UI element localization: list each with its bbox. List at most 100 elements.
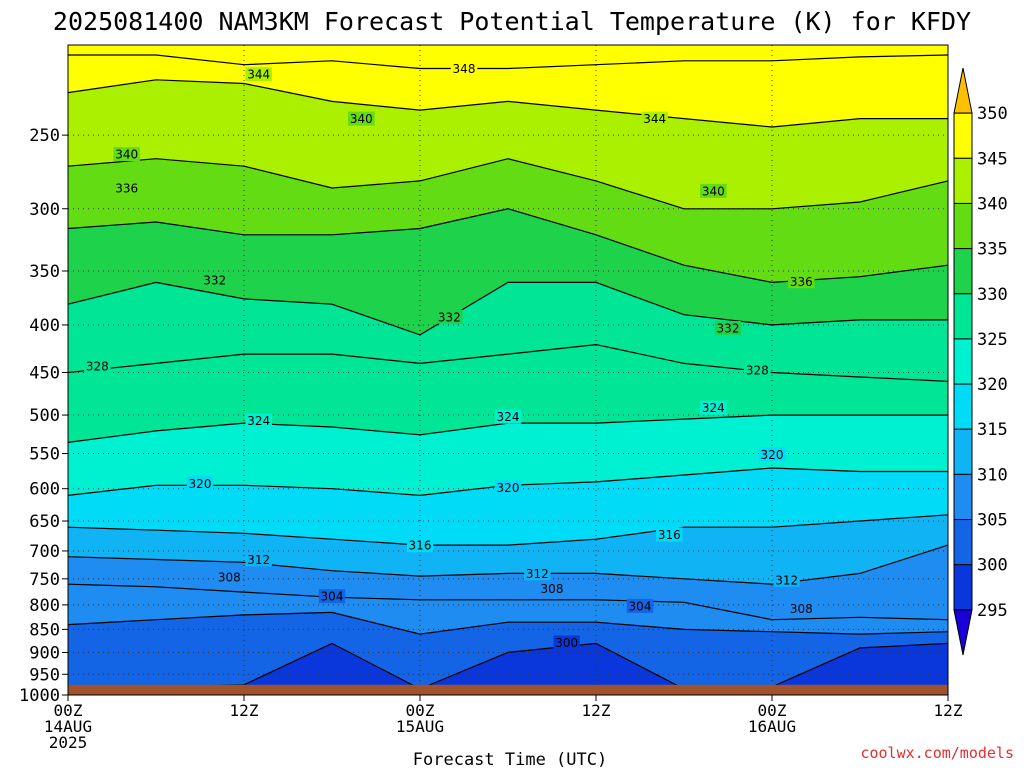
band-300 <box>68 643 948 695</box>
contour-label-text: 316 <box>658 528 681 542</box>
contour-label-bg <box>245 413 272 428</box>
contour-label-bg <box>656 527 683 542</box>
contour-label-10: 332 <box>714 320 742 335</box>
contour-label-text: 344 <box>247 68 270 82</box>
y-tick-label-800: 800 <box>29 596 60 616</box>
colorbar-label-330: 330 <box>977 285 1008 305</box>
colorbar-cap-bottom <box>953 609 973 656</box>
contour-label-5: 336 <box>113 181 140 196</box>
contour-label-17: 320 <box>186 476 214 491</box>
isentrope-308 <box>67 583 949 621</box>
y-tick-label-250: 250 <box>29 126 60 146</box>
contour-label-12: 328 <box>744 362 771 377</box>
colorbar-label-340: 340 <box>977 194 1008 214</box>
contour-label-text: 320 <box>761 448 784 462</box>
contour-label-18: 320 <box>494 480 522 495</box>
contour-label-text: 304 <box>629 599 652 613</box>
colorbar-swatch-3 <box>953 202 973 250</box>
contour-label-bg <box>186 476 214 491</box>
colorbar-swatch-2 <box>953 157 973 204</box>
x-tick-label-h24-1: 15AUG <box>396 717 444 736</box>
contour-label-29: 300 <box>553 635 580 650</box>
contour-label-text: 308 <box>541 582 564 596</box>
contour-label-text: 308 <box>790 602 813 616</box>
credit-text: coolwx.com/models <box>860 744 1014 762</box>
chart-title: 2025081400 NAM3KM Forecast Potential Tem… <box>53 7 971 36</box>
contour-label-bg <box>788 274 815 289</box>
colorbar-label-335: 335 <box>977 240 1008 260</box>
contour-label-text: 336 <box>790 275 813 289</box>
isentrope-304 <box>67 611 949 635</box>
contour-label-27: 304 <box>318 589 346 604</box>
contour-label-text: 348 <box>453 62 476 76</box>
colorbar-swatch-4 <box>953 248 973 295</box>
contour-label-bg <box>406 538 434 553</box>
x-tick-label-h60-0: 12Z <box>934 701 963 720</box>
x-tick-label-h12-0: 12Z <box>230 701 259 720</box>
contour-label-text: 300 <box>555 636 578 650</box>
contour-label-text: 324 <box>702 401 725 415</box>
colorbar-label-295: 295 <box>977 601 1008 621</box>
contour-label-6: 340 <box>700 183 727 198</box>
colorbar-swatch-6 <box>953 338 973 385</box>
contour-label-bg <box>700 183 727 198</box>
theta-color-bands <box>68 45 948 696</box>
contour-label-text: 332 <box>438 310 461 324</box>
isentrope-328 <box>67 343 949 382</box>
contour-label-20: 316 <box>406 538 434 553</box>
y-tick-label-450: 450 <box>29 364 60 384</box>
isentrope-312 <box>67 544 949 585</box>
colorbar-label-320: 320 <box>977 375 1008 395</box>
contour-label-9: 332 <box>436 309 463 324</box>
contour-label-11: 328 <box>84 359 111 374</box>
colorbar-swatch-5 <box>953 293 973 340</box>
contour-label-bg <box>494 409 522 424</box>
y-tick-label-350: 350 <box>29 262 60 282</box>
contour-label-text: 324 <box>497 410 520 424</box>
contour-label-text: 336 <box>115 182 138 196</box>
y-tick-label-950: 950 <box>29 665 60 685</box>
contour-label-text: 332 <box>203 274 226 288</box>
contour-label-bg <box>641 111 668 126</box>
contour-label-text: 344 <box>643 112 666 126</box>
pressure-axis: 250 300 350 400 450 500 550 600 650 700 750 800 850 9… <box>19 126 68 706</box>
colorbar-swatch-1 <box>953 112 973 159</box>
contour-label-text: 340 <box>702 184 725 198</box>
isentrope-340 <box>67 158 949 210</box>
colorbar-swatch-11 <box>953 564 973 611</box>
contour-label-text: 316 <box>409 539 432 553</box>
contour-label-bg <box>758 447 786 462</box>
contour-label-text: 332 <box>717 321 740 335</box>
y-tick-label-900: 900 <box>29 643 60 663</box>
ground-surface <box>68 684 948 695</box>
contour-label-bg <box>245 67 272 82</box>
contour-label-bg <box>113 147 140 162</box>
y-tick-label-700: 700 <box>29 542 60 562</box>
colorbar-label-300: 300 <box>977 556 1008 576</box>
contour-label-bg <box>494 480 522 495</box>
x-tick-label-h0-0: 00Z <box>54 701 83 720</box>
contour-label-text: 324 <box>247 414 270 428</box>
contour-label-text: 340 <box>350 112 373 126</box>
colorbar-label-315: 315 <box>977 420 1008 440</box>
colorbar: 295 300 305 310 315 320 325 330 335 340 345 350 <box>953 67 1008 656</box>
y-tick-label-600: 600 <box>29 480 60 500</box>
colorbar-label-305: 305 <box>977 511 1008 531</box>
x-tick-label-h0-2: 2025 <box>49 733 88 752</box>
contour-label-bg <box>553 635 580 650</box>
contour-label-19: 316 <box>656 527 683 542</box>
contour-label-bg <box>201 273 228 288</box>
isentrope-348 <box>68 54 949 70</box>
contour-label-15: 324 <box>494 409 522 424</box>
contour-label-text: 320 <box>497 481 520 495</box>
contour-label-bg <box>626 598 654 613</box>
contour-label-text: 308 <box>218 571 241 585</box>
y-tick-label-550: 550 <box>29 445 60 465</box>
contour-label-2: 340 <box>348 111 375 126</box>
contour-label-bg <box>538 581 566 596</box>
contour-label-21: 312 <box>245 552 272 567</box>
x-tick-label-h48-1: 16AUG <box>748 717 796 736</box>
colorbar-label-350: 350 <box>977 104 1008 124</box>
